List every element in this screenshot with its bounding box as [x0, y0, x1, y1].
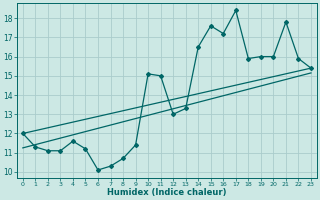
X-axis label: Humidex (Indice chaleur): Humidex (Indice chaleur) — [107, 188, 227, 197]
